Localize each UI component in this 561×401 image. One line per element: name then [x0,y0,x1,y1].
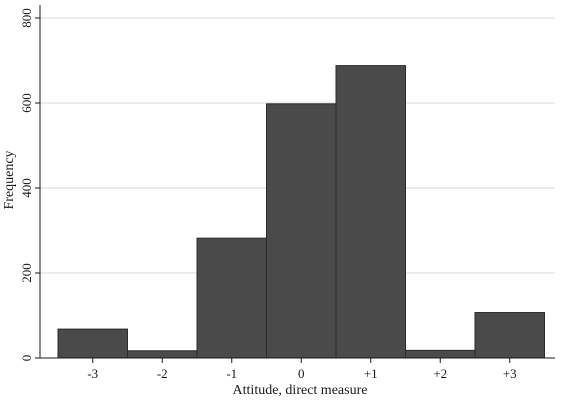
x-tick-label: -1 [226,366,237,381]
bar--1 [196,237,267,359]
bar-0 [266,103,337,359]
x-tick-label: 0 [298,366,305,381]
x-tick-label: +1 [364,366,378,381]
y-tick-label: 400 [19,178,34,198]
y-tick-labels: 0 200 400 600 800 [19,8,40,361]
axes [39,5,555,359]
y-tick-label: 600 [19,93,34,113]
y-tick-label: 0 [19,355,34,362]
bars [57,65,545,359]
bar--2 [127,350,198,359]
bar-+2 [405,349,476,359]
bar--3 [57,328,128,359]
bar-+1 [335,65,406,359]
x-axis-label: Attitude, direct measure [233,383,368,398]
x-tick-label: -2 [157,366,168,381]
x-tick-label: -3 [87,366,98,381]
x-tick-label: +3 [503,366,517,381]
y-tick-label: 200 [19,263,34,283]
x-tick-labels: -3 -2 -1 0 +1 +2 +3 [87,358,517,381]
y-axis-label: Frequency [2,150,17,209]
x-tick-label: +2 [433,366,447,381]
y-tick-label: 800 [19,8,34,28]
bar-+3 [474,312,545,359]
